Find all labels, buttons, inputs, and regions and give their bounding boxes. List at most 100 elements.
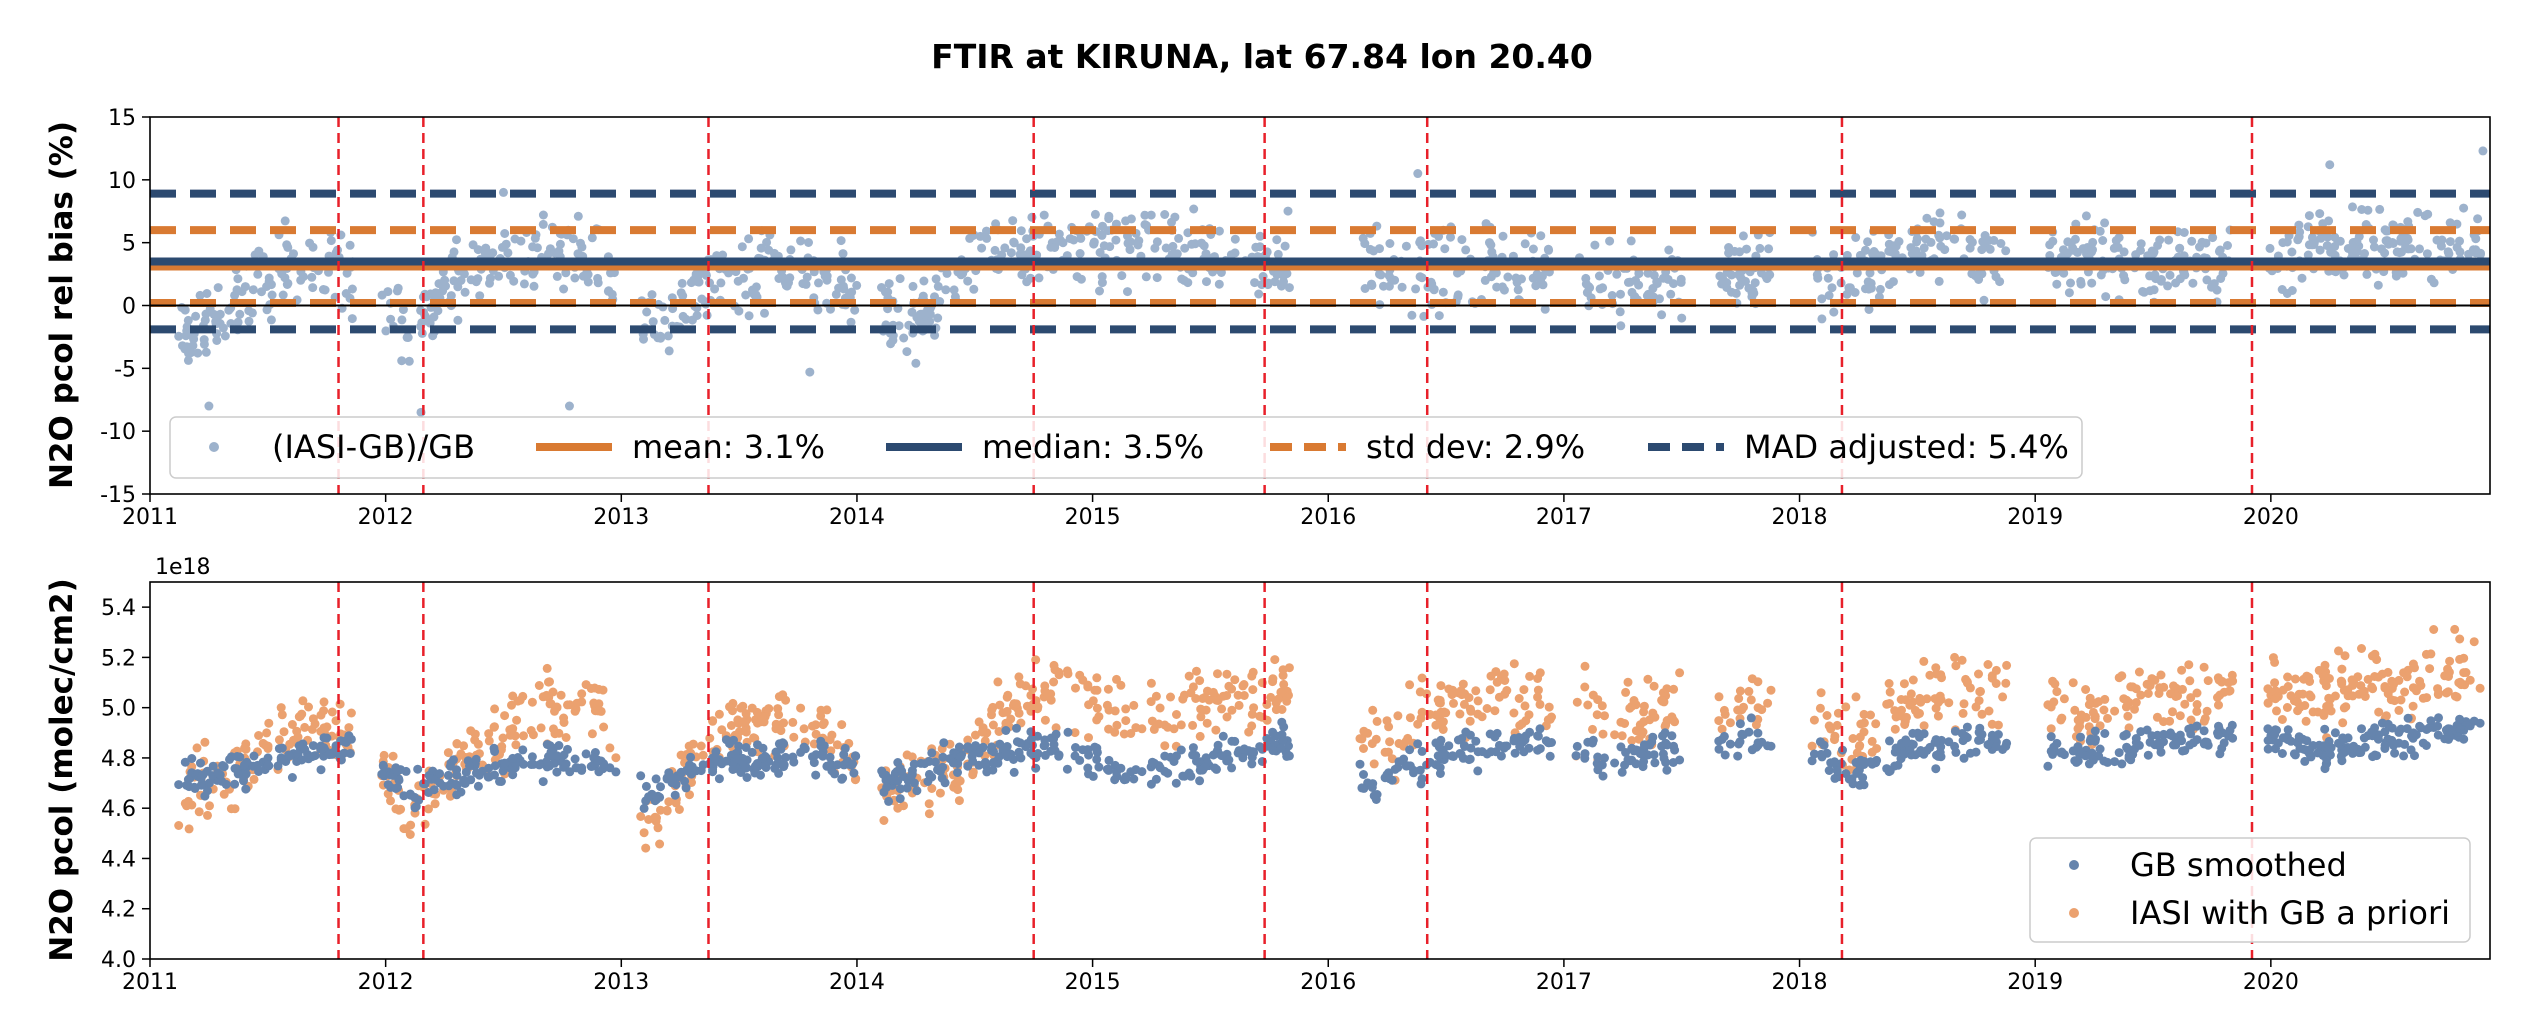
bias-point: [2052, 279, 2062, 289]
iasi-point: [424, 804, 433, 814]
gb-point: [1409, 768, 1418, 778]
gb-point: [974, 748, 984, 758]
iasi-point: [319, 697, 329, 707]
bias-point: [762, 237, 772, 247]
bias-point: [1851, 233, 1861, 242]
gb-point: [2263, 744, 2273, 754]
iasi-point: [753, 718, 762, 728]
gb-point: [2380, 740, 2390, 750]
bias-point: [247, 308, 257, 318]
gb-point: [1461, 727, 1471, 737]
bias-point: [1935, 208, 1945, 218]
bias-point: [1440, 244, 1450, 254]
gb-point: [1572, 741, 1582, 751]
iasi-point: [2228, 676, 2238, 686]
bias-point: [564, 401, 574, 411]
gb-point: [2302, 736, 2312, 746]
iasi-point: [2306, 692, 2316, 702]
bias-point: [963, 276, 973, 286]
iasi-point: [2443, 687, 2453, 697]
bias-point: [1104, 214, 1114, 224]
gb-point: [316, 765, 326, 775]
iasi-point: [300, 722, 310, 732]
gb-point: [2455, 714, 2465, 724]
iasi-point: [2295, 703, 2305, 712]
gb-point: [1195, 765, 1205, 775]
iasi-point: [2073, 715, 2083, 725]
gb-point: [1448, 751, 1458, 761]
gb-point: [641, 781, 651, 791]
gb-point: [1910, 750, 1920, 760]
bias-point: [2100, 218, 2110, 228]
gb-point: [1533, 745, 1543, 755]
bias-point: [990, 245, 1000, 255]
bias-point: [1150, 243, 1160, 253]
bias-point: [1401, 241, 1411, 251]
gb-point: [2046, 732, 2056, 742]
gb-point: [1367, 783, 1377, 792]
gb-point: [906, 771, 916, 781]
bias-point: [1657, 310, 1667, 320]
iasi-point: [698, 750, 708, 760]
iasi-point: [542, 663, 552, 673]
bias-point: [431, 291, 441, 301]
bias-point: [433, 306, 443, 316]
bias-point: [538, 219, 548, 229]
gb-point: [809, 758, 819, 768]
iasi-point: [200, 737, 210, 747]
gb-point: [1809, 749, 1819, 759]
iasi-point: [2396, 695, 2406, 705]
top-legend: (IASI-GB)/GB mean: 3.1% median: 3.5% std…: [169, 416, 2083, 479]
iasi-point: [644, 815, 654, 824]
bias-point: [1623, 277, 1633, 287]
iasi-point: [1588, 724, 1597, 734]
bias-point: [509, 276, 519, 286]
iasi-point: [1971, 702, 1981, 712]
iasi-point: [335, 699, 345, 709]
iasi-point: [662, 806, 672, 816]
iasi-point: [1249, 703, 1259, 713]
bias-point: [1197, 238, 1206, 248]
bias-point: [1280, 241, 1290, 251]
gb-point: [830, 769, 840, 779]
gb-point: [1171, 778, 1181, 788]
gb-point: [1816, 749, 1826, 759]
bias-point: [1540, 304, 1550, 314]
gb-point: [2341, 746, 2351, 756]
iasi-point: [1658, 696, 1667, 706]
gb-point: [1659, 753, 1669, 763]
bias-point: [2403, 217, 2413, 227]
iasi-point: [1266, 692, 1276, 702]
gb-point: [1210, 763, 1220, 773]
iasi-point: [1757, 705, 1767, 715]
bias-point: [1615, 307, 1625, 317]
gb-point: [1662, 765, 1672, 775]
bias-point: [386, 314, 396, 324]
x-tick-label: 2017: [1536, 505, 1592, 530]
gb-point: [1517, 738, 1527, 748]
x-tick-label: 2020: [2243, 505, 2299, 530]
gb-point: [2100, 729, 2110, 738]
bias-point: [1457, 235, 1467, 245]
iasi-point: [1431, 710, 1441, 720]
bias-point: [814, 278, 823, 288]
bias-point: [1643, 268, 1653, 278]
bias-point: [381, 326, 391, 336]
gb-point: [248, 761, 258, 771]
iasi-point: [2130, 704, 2139, 714]
iasi-point: [1623, 677, 1633, 687]
bias-point: [404, 356, 414, 366]
x-tick-label: 2019: [2007, 505, 2063, 530]
gb-point: [1415, 765, 1425, 775]
bias-point: [2076, 276, 2086, 286]
iasi-point: [2114, 673, 2124, 683]
iasi-point: [2110, 706, 2120, 716]
iasi-point: [1735, 686, 1745, 696]
bias-point: [555, 239, 565, 249]
iasi-point: [1572, 697, 1582, 707]
bias-point: [1676, 274, 1686, 284]
bias-point: [264, 273, 274, 283]
gb-point: [1856, 755, 1866, 765]
gb-point: [927, 748, 937, 758]
iasi-point: [1482, 704, 1492, 713]
